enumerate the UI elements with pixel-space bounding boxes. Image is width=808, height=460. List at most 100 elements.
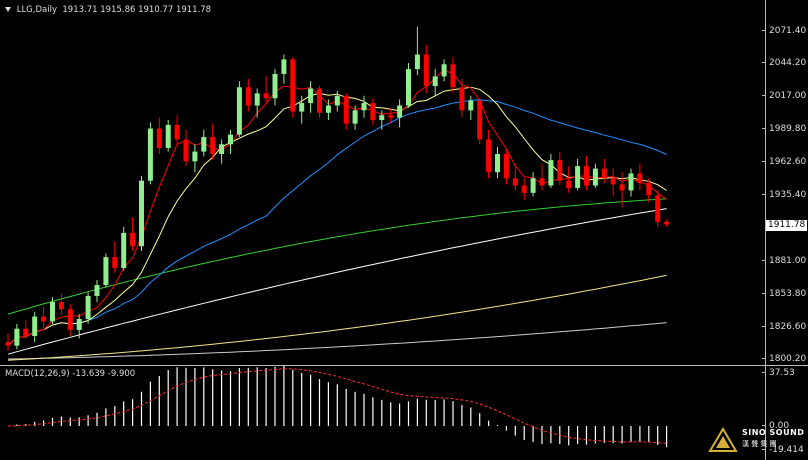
candle-body[interactable] [619, 184, 625, 191]
candle-body[interactable] [370, 103, 376, 121]
candle-body[interactable] [317, 88, 322, 113]
logo-subtitle: 漢 聲 集 團 [742, 440, 777, 448]
candle-body[interactable] [628, 173, 634, 191]
candle-body[interactable] [486, 139, 492, 173]
candle-body[interactable] [450, 64, 456, 88]
candle-body[interactable] [281, 59, 287, 74]
candle-body[interactable] [664, 221, 670, 225]
macd-tick: -19.414 [762, 445, 804, 455]
candle-body[interactable] [468, 100, 474, 111]
candle-body[interactable] [512, 178, 518, 186]
macd-legend: MACD(12,26,9) -13.639 -9.900 [5, 369, 136, 379]
candle-body[interactable] [23, 328, 29, 336]
candle-body[interactable] [76, 318, 82, 330]
price-tick: 1935.40 [762, 190, 806, 200]
candle-body[interactable] [5, 342, 11, 346]
candle-body[interactable] [272, 73, 278, 99]
ma10-line [7, 86, 667, 347]
candle-body[interactable] [263, 93, 269, 99]
candle-body[interactable] [290, 59, 296, 112]
candle-body[interactable] [165, 124, 171, 148]
candle-body[interactable] [58, 302, 64, 310]
price-tick: 2044.20 [762, 58, 806, 68]
candle-body[interactable] [174, 124, 180, 140]
candle-body[interactable] [308, 88, 314, 104]
candle-body[interactable] [655, 195, 661, 222]
price-tick: 2017.00 [762, 91, 806, 101]
candle-body[interactable] [254, 93, 260, 106]
macd-axis[interactable]: 37.53 0.00 -19.414 [765, 366, 808, 460]
price-axis[interactable]: 2071.40 2044.20 2017.00 1989.80 1962.60 … [765, 0, 808, 365]
candle-body[interactable] [183, 139, 189, 162]
symbol-label: LLG,Daily [16, 5, 57, 15]
candle-body[interactable] [477, 100, 483, 140]
candle-body[interactable] [406, 69, 411, 106]
candle-body[interactable] [557, 160, 563, 181]
candle-body[interactable] [245, 87, 251, 106]
current-price-label: 1911.78 [766, 220, 808, 231]
price-chart-panel[interactable] [0, 0, 764, 365]
candle-body[interactable] [459, 87, 465, 111]
candle-body[interactable] [352, 110, 358, 124]
panel-separator[interactable] [0, 365, 808, 366]
candle-body[interactable] [584, 166, 589, 186]
macd-tick: 37.53 [762, 368, 795, 378]
candle-body[interactable] [334, 95, 340, 106]
candle-body[interactable] [67, 309, 73, 330]
candle-body[interactable] [601, 168, 607, 179]
candle-body[interactable] [219, 144, 225, 155]
candle-body[interactable] [592, 168, 598, 186]
candle-body[interactable] [41, 316, 47, 322]
candle-body[interactable] [130, 232, 136, 247]
candle-body[interactable] [495, 154, 500, 173]
candle-body[interactable] [530, 178, 536, 193]
candle-body[interactable] [112, 257, 118, 269]
candle-body[interactable] [566, 180, 572, 188]
candle-body[interactable] [94, 285, 100, 296]
candle-body[interactable] [192, 151, 198, 162]
candle-body[interactable] [325, 105, 331, 113]
ma20-line [7, 99, 667, 347]
macd-chart[interactable] [0, 366, 764, 460]
sino-sound-logo-icon [708, 427, 738, 452]
price-tick: 1826.60 [762, 322, 806, 332]
candle-body[interactable] [397, 105, 403, 118]
candle-body[interactable] [103, 257, 109, 286]
candle-body[interactable] [548, 160, 554, 186]
candle-body[interactable] [228, 134, 233, 145]
candle-body[interactable] [156, 128, 162, 148]
ohlc-values: 1913.71 1915.86 1910.77 1911.78 [62, 5, 212, 15]
candle-body[interactable] [637, 173, 643, 184]
candle-body[interactable] [361, 103, 367, 111]
candle-body[interactable] [539, 178, 545, 186]
candle-body[interactable] [14, 328, 20, 346]
candle-body[interactable] [121, 232, 127, 269]
candle-body[interactable] [414, 54, 420, 70]
price-chart[interactable] [0, 0, 764, 365]
candle-body[interactable] [85, 295, 91, 319]
candle-body[interactable] [646, 183, 652, 196]
candle-body[interactable] [503, 154, 509, 179]
dropdown-triangle-icon[interactable] [5, 7, 11, 12]
candle-body[interactable] [299, 103, 305, 112]
candle-body[interactable] [50, 302, 55, 322]
price-tick: 1962.60 [762, 157, 806, 167]
candle-body[interactable] [441, 64, 447, 77]
candle-body[interactable] [139, 180, 144, 247]
candle-body[interactable] [343, 95, 349, 124]
ma250-line [7, 274, 667, 361]
candle-body[interactable] [379, 115, 385, 121]
candle-body[interactable] [236, 87, 242, 135]
candle-body[interactable] [147, 128, 153, 181]
candle-body[interactable] [521, 185, 527, 193]
candle-body[interactable] [201, 137, 207, 152]
candle-body[interactable] [610, 178, 616, 185]
candle-body[interactable] [210, 137, 216, 155]
candle-body[interactable] [432, 76, 438, 87]
candle-body[interactable] [388, 115, 394, 118]
candle-body[interactable] [423, 54, 429, 87]
candle-body[interactable] [32, 316, 38, 336]
candle-body[interactable] [575, 166, 581, 188]
macd-tick: 0.00 [762, 421, 789, 431]
ma-long-line [7, 322, 667, 360]
